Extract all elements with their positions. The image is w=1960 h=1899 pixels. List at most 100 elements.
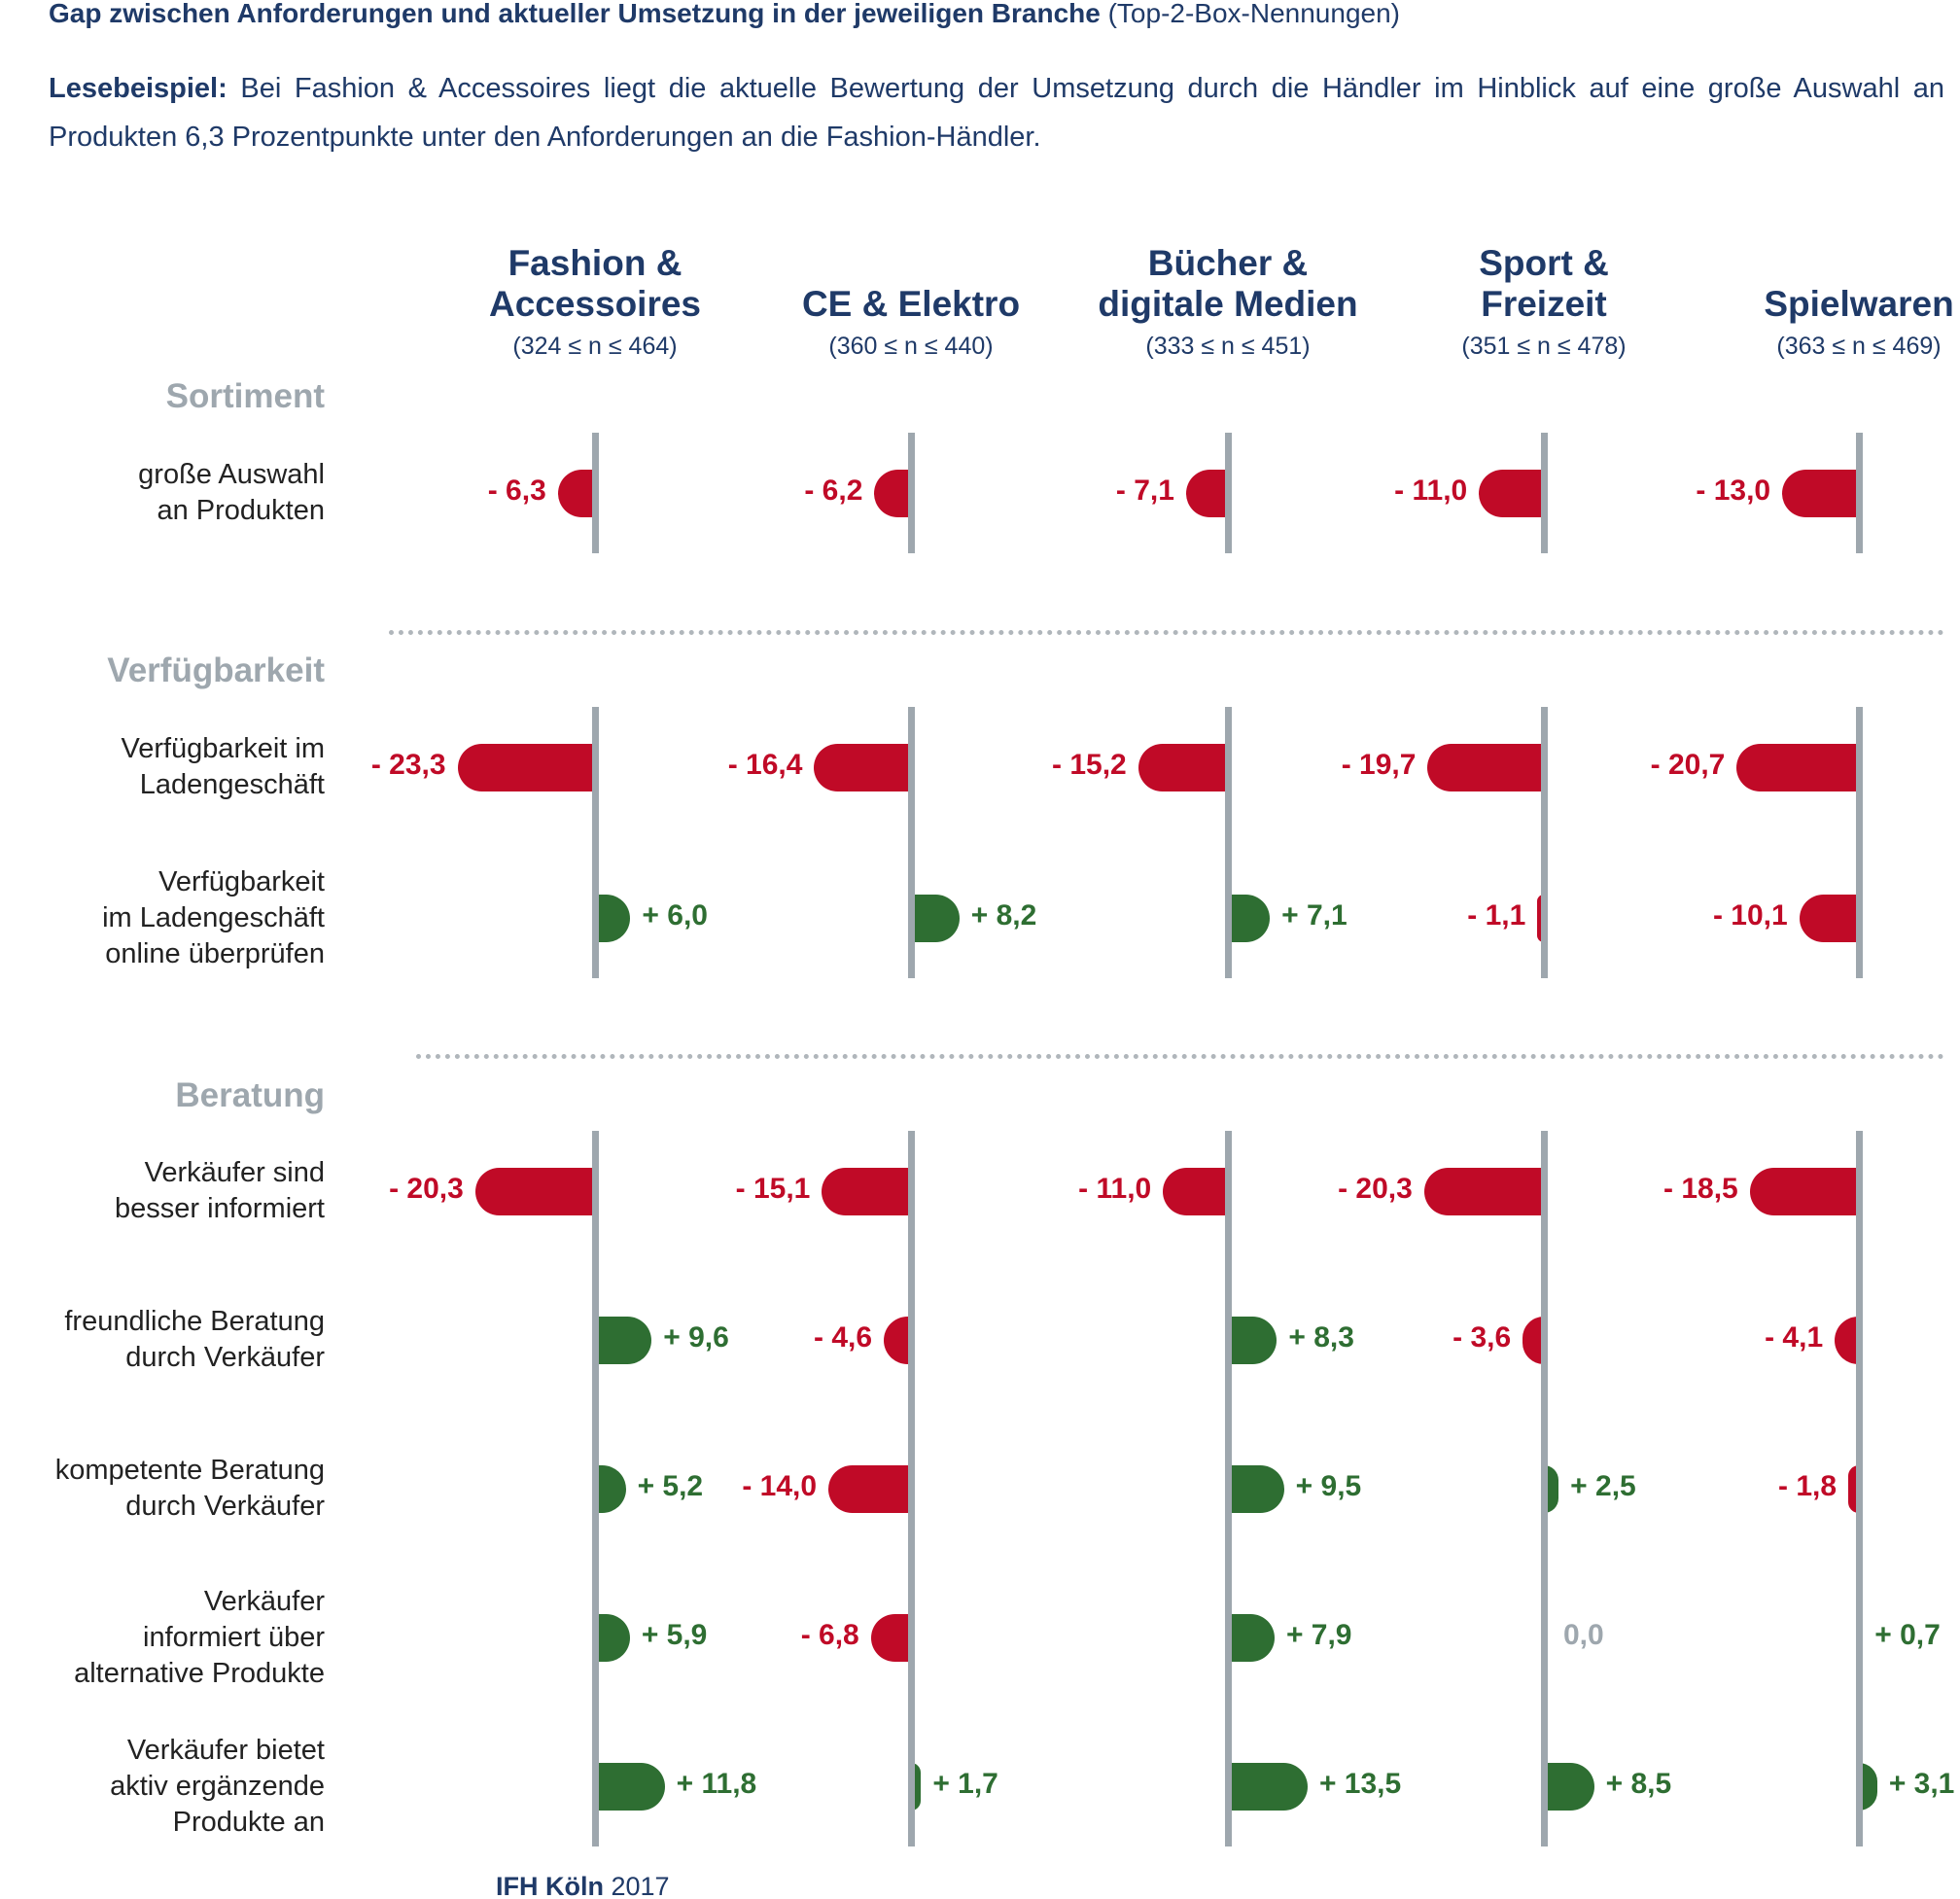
zero-axis [1541, 707, 1548, 978]
row-label-line: Verkäufer bietet [126, 1734, 325, 1766]
bar [1228, 1762, 1308, 1811]
value-label: + 9,5 [1295, 1470, 1362, 1502]
category-l2: digitale Medien [1098, 284, 1358, 324]
row-label-line: online überprüfen [105, 937, 325, 969]
bar [828, 1464, 911, 1513]
row-label-line: Produkte an [172, 1806, 325, 1838]
value-label: 0,0 [1563, 1619, 1604, 1651]
category-n: (351 ≤ n ≤ 478) [1461, 333, 1627, 360]
reading-example: Lesebeispiel: Bei Fashion & Accessoires … [49, 64, 1944, 161]
category-header: Sport & Freizeit (351 ≤ n ≤ 478) [1383, 243, 1704, 361]
value-label: - 16,4 [727, 749, 803, 781]
value-label: - 4,6 [814, 1321, 873, 1354]
bar [1163, 1167, 1228, 1215]
zero-axis [592, 433, 599, 553]
row-label: Verkäufer sind besser informiert [115, 1155, 325, 1227]
row-label: Verkäufer bietet aktiv ergänzende Produkte… [110, 1733, 325, 1841]
category-l1: Fashion & [508, 243, 682, 283]
value-label: - 15,2 [1052, 749, 1127, 781]
bar [557, 469, 595, 517]
zero-axis [592, 1131, 599, 1846]
bar [595, 1762, 665, 1811]
row-label-line: an Produkten [157, 495, 325, 526]
zero-axis [592, 707, 599, 978]
category-n: (324 ≤ n ≤ 464) [512, 333, 678, 360]
zero-axis [908, 1131, 915, 1846]
row-label-line: durch Verkäufer [125, 1342, 325, 1373]
row-label: freundliche Beratung durch Verkäufer [64, 1304, 325, 1376]
zero-axis [1541, 433, 1548, 553]
bar [1228, 1613, 1275, 1662]
zero-axis [1225, 433, 1232, 553]
row-label-line: große Auswahl [138, 459, 325, 490]
value-label: - 6,8 [800, 1619, 859, 1651]
bar [595, 1316, 652, 1364]
bar [884, 1316, 911, 1364]
row-label-line: besser informiert [115, 1193, 325, 1224]
value-label: - 20,7 [1650, 749, 1726, 781]
source-name: IFH Köln [496, 1872, 604, 1899]
value-label: + 7,1 [1281, 899, 1348, 932]
reading-example-label: Lesebeispiel: [49, 73, 228, 104]
value-label: - 4,1 [1765, 1321, 1824, 1354]
row-label: kompetente Beratung durch Verkäufer [55, 1453, 325, 1525]
bar [874, 469, 911, 517]
zero-axis [908, 707, 915, 978]
value-label: + 8,3 [1288, 1321, 1354, 1354]
value-label: - 11,0 [1078, 1173, 1152, 1205]
value-label: - 1,8 [1778, 1470, 1838, 1502]
value-label: + 11,8 [676, 1768, 757, 1800]
category-header: CE & Elektro (360 ≤ n ≤ 440) [751, 243, 1071, 361]
category-l2: Spielwaren [1764, 284, 1954, 324]
category-header: Spielwaren (363 ≤ n ≤ 469) [1698, 243, 1960, 361]
bar [1228, 894, 1271, 942]
bar [595, 1464, 626, 1513]
bar [1185, 469, 1228, 517]
category-l1 [751, 243, 1071, 284]
section-label: Beratung [175, 1076, 325, 1114]
value-label: + 7,9 [1285, 1619, 1352, 1651]
value-label: + 9,6 [663, 1321, 729, 1354]
row-label-line: Verkäufer sind [144, 1157, 325, 1188]
bar [1479, 469, 1544, 517]
bar [474, 1167, 595, 1215]
value-label: + 3,1 [1888, 1768, 1955, 1800]
row-label-line: durch Verkäufer [125, 1491, 325, 1522]
category-n: (363 ≤ n ≤ 469) [1776, 333, 1942, 360]
zero-axis [1856, 1131, 1863, 1846]
row-label-line: alternative Produkte [74, 1657, 325, 1689]
value-label: - 11,0 [1394, 475, 1468, 507]
value-label: + 13,5 [1318, 1768, 1402, 1800]
source-footer: IFH Köln 2017 [496, 1872, 670, 1899]
row-label-line: kompetente Beratung [54, 1455, 325, 1486]
bar [911, 1762, 922, 1811]
value-label: - 6,2 [804, 475, 863, 507]
row-label-line: Ladengeschäft [139, 769, 325, 800]
category-l2: Accessoires [488, 284, 702, 324]
title-suffix: (Top-2-Box-Nennungen) [1107, 0, 1400, 28]
section-label: Sortiment [165, 377, 325, 415]
value-label: + 8,5 [1605, 1768, 1672, 1800]
bar [870, 1613, 911, 1662]
bar [1782, 469, 1859, 517]
zero-axis [1225, 707, 1232, 978]
category-l1 [1698, 243, 1960, 284]
value-label: + 5,2 [637, 1470, 704, 1502]
section-label: Verfügbarkeit [107, 651, 325, 689]
bar [457, 743, 595, 791]
row-label-line: im Ladengeschäft [102, 901, 325, 933]
bar [1859, 1762, 1877, 1811]
value-label: - 23,3 [370, 749, 446, 781]
row-label-line: Verkäufer [203, 1585, 325, 1617]
value-label: + 6,0 [642, 899, 708, 932]
row-label: große Auswahl an Produkten [138, 457, 325, 529]
category-l1: Bücher & [1147, 243, 1309, 283]
title-bold: Gap zwischen Anforderungen und aktueller… [49, 0, 1101, 28]
row-label-line: informiert über [143, 1621, 325, 1653]
value-label: - 19,7 [1341, 749, 1417, 781]
bar [1522, 1316, 1544, 1364]
value-label: - 15,1 [735, 1173, 811, 1205]
source-year: 2017 [611, 1872, 670, 1899]
zero-axis [908, 433, 915, 553]
